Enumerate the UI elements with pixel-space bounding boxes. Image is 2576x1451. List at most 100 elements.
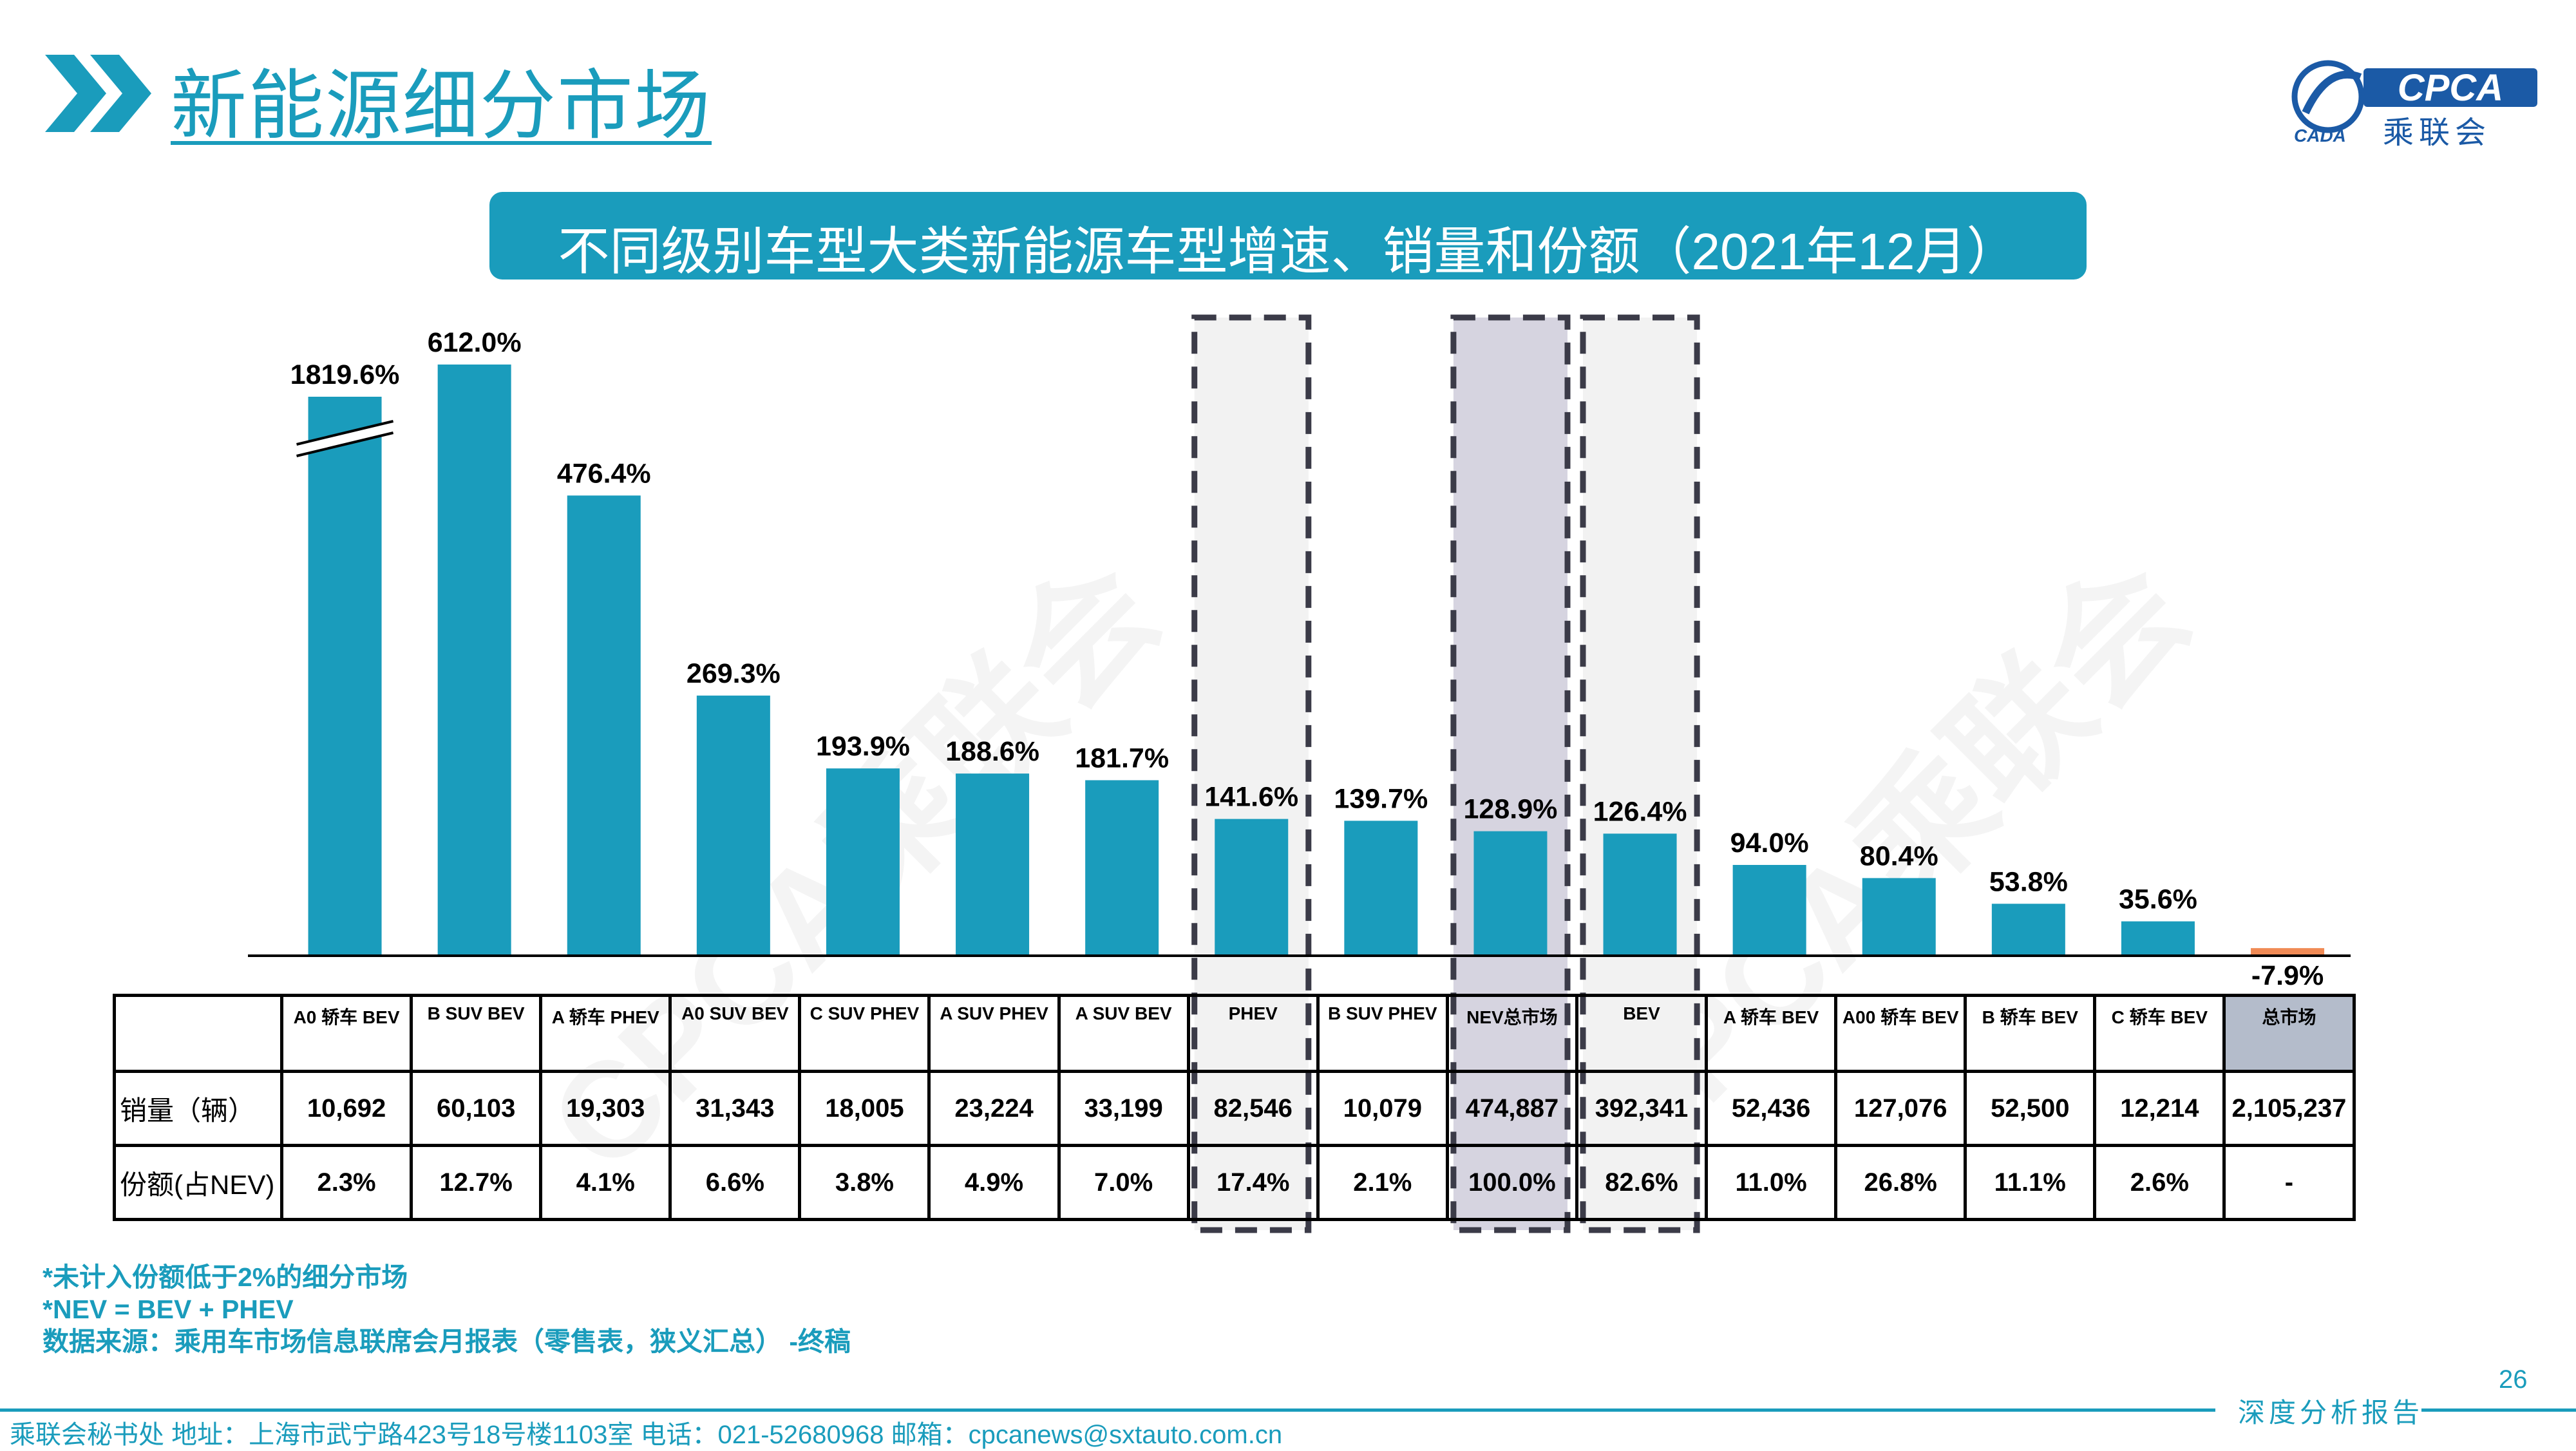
table-header-cell: 总市场: [2222, 994, 2356, 1073]
bar-3: [696, 696, 770, 956]
table-cell: 474,887: [1445, 1070, 1578, 1147]
table-cell: 392,341: [1575, 1070, 1709, 1147]
table-cell: 17.4%: [1186, 1144, 1320, 1221]
table-cell: -: [2222, 1144, 2356, 1221]
report-label: 深度分析报告: [2238, 1397, 2424, 1428]
table-cell: 18,005: [798, 1070, 931, 1147]
cpca-logo: CPCA CADA: [2291, 60, 2537, 146]
footnote-2: *NEV = BEV + PHEV: [43, 1295, 294, 1324]
table-cell: 100.0%: [1445, 1144, 1578, 1221]
bar-value-label-3: 269.3%: [687, 658, 781, 689]
table-cell: 26.8%: [1834, 1144, 1967, 1221]
bar-4: [826, 768, 900, 956]
table-cell: 11.1%: [1964, 1144, 2097, 1221]
table-header-cell: A 轿车 BEV: [1705, 994, 1838, 1073]
chart-title: 不同级别车型大类新能源车型增速、销量和份额（2021年12月）: [558, 223, 2018, 280]
bar-value-label-6: 181.7%: [1075, 743, 1169, 773]
table-cell: 11.0%: [1705, 1144, 1838, 1221]
table-cell: 23,224: [927, 1070, 1061, 1147]
bar-9: [1473, 831, 1548, 956]
table-cell: 3.8%: [798, 1144, 931, 1221]
bar-2: [567, 495, 641, 956]
bar-value-label-8: 139.7%: [1334, 783, 1428, 814]
table-header-cell: A00 轿车 BEV: [1834, 994, 1967, 1073]
table-header-cell: C 轿车 BEV: [2093, 994, 2226, 1073]
bar-value-label-14: 35.6%: [2119, 884, 2197, 915]
bar-14: [2121, 921, 2195, 956]
logo-text: 乘联会: [2383, 116, 2492, 150]
table-cell: 82.6%: [1575, 1144, 1709, 1221]
bar-8: [1344, 820, 1418, 956]
bar-11: [1732, 865, 1806, 956]
table-cell: 2.6%: [2093, 1144, 2226, 1221]
table-cell: 2,105,237: [2222, 1070, 2356, 1147]
table-row-sales: 销量（辆） 10,692 60,103 19,303 31,343 18,005 23,22…: [113, 1070, 2356, 1147]
bar-10: [1603, 833, 1677, 956]
labels-layer: 1819.6% 612.0% 476.4% 269.3% 193.9% 188.6% 181…: [290, 327, 2324, 991]
table-header-cell: A SUV PHEV: [927, 994, 1061, 1073]
table-cell: 12.7%: [410, 1144, 543, 1221]
table-header-cell: PHEV: [1186, 994, 1320, 1073]
bar-13: [1991, 904, 2065, 956]
table-cell: 52,436: [1705, 1070, 1838, 1147]
table-header-row: A0 轿车 BEV B SUV BEV A 轿车 PHEV A0 SUV BEV C S…: [113, 994, 2356, 1073]
table-cell: 10,692: [279, 1070, 413, 1147]
table-header-cell: BEV: [1575, 994, 1709, 1073]
axis-break-line-bottom: [296, 432, 394, 457]
footer-divider-right: [2421, 1408, 2576, 1412]
axis-break-layer: [295, 420, 395, 457]
axis-break-line-top: [296, 420, 394, 446]
bar-value-label-1: 612.0%: [428, 327, 522, 358]
bar-0: [308, 397, 382, 956]
table-cell: 33,199: [1057, 1070, 1190, 1147]
table-corner-cell: [113, 994, 283, 1073]
bar-value-label-15: -7.9%: [2251, 960, 2324, 991]
bar-value-label-11: 94.0%: [1730, 828, 1809, 858]
table-cell: 4.9%: [927, 1144, 1061, 1221]
bar-value-label-7: 141.6%: [1204, 782, 1298, 813]
bar-value-label-2: 476.4%: [557, 458, 651, 489]
table-header-cell: C SUV PHEV: [798, 994, 931, 1073]
table-row-label: 份额(占NEV): [113, 1144, 283, 1221]
bar-value-label-13: 53.8%: [1989, 866, 2068, 897]
table-cell: 31,343: [668, 1070, 802, 1147]
bar-value-label-4: 193.9%: [816, 731, 910, 762]
table-header-cell: A SUV BEV: [1057, 994, 1190, 1073]
table-cell: 2.1%: [1316, 1144, 1449, 1221]
footer-divider: [0, 1408, 2215, 1412]
footnotes: *未计入份额低于2%的细分市场 *NEV = BEV + PHEV 数据来源：乘…: [43, 1261, 851, 1358]
logo-sub: CADA: [2294, 126, 2346, 146]
logo-brand: CPCA: [2398, 67, 2503, 109]
bar-7: [1215, 819, 1289, 956]
table-header-cell: B SUV PHEV: [1316, 994, 1449, 1073]
table-cell: 127,076: [1834, 1070, 1967, 1147]
axis-break-gap: [295, 421, 395, 456]
table-cell: 12,214: [2093, 1070, 2226, 1147]
table-cell: 7.0%: [1057, 1144, 1190, 1221]
chevron-arrows-icon: [45, 55, 151, 132]
table-header-cell: B SUV BEV: [410, 994, 543, 1073]
table-header-cell: A0 轿车 BEV: [279, 994, 413, 1073]
table-cell: 2.3%: [279, 1144, 413, 1221]
bar-12: [1862, 878, 1936, 956]
data-table: A0 轿车 BEV B SUV BEV A 轿车 PHEV A0 SUV BEV C S…: [113, 994, 2356, 1221]
table-cell: 10,079: [1316, 1070, 1449, 1147]
bar-1: [437, 365, 511, 956]
footnote-1: *未计入份额低于2%的细分市场: [43, 1262, 408, 1292]
table-row-share: 份额(占NEV) 2.3% 12.7% 4.1% 6.6% 3.8% 4.9% 7.0% 17.…: [113, 1144, 2356, 1221]
bar-6: [1085, 780, 1159, 956]
table-header-cell: B 轿车 BEV: [1964, 994, 2097, 1073]
table-row-label: 销量（辆）: [113, 1070, 283, 1147]
bar-value-label-5: 188.6%: [945, 736, 1039, 767]
footnote-source: 数据来源：乘用车市场信息联席会月报表（零售表，狭义汇总） -终稿: [43, 1327, 851, 1356]
chart-title-banner: 不同级别车型大类新能源车型增速、销量和份额（2021年12月）: [489, 192, 2087, 280]
table-header-cell: NEV总市场: [1445, 994, 1578, 1073]
footer-contact: 乘联会秘书处 地址：上海市武宁路423号18号楼1103室 电话：021-526…: [10, 1421, 1283, 1449]
bar-value-label-0: 1819.6%: [290, 359, 400, 390]
bar-value-label-12: 80.4%: [1860, 840, 1938, 871]
table-cell: 4.1%: [539, 1144, 672, 1221]
table-cell: 19,303: [539, 1070, 672, 1147]
table-cell: 82,546: [1186, 1070, 1320, 1147]
bar-15: [2251, 948, 2325, 956]
bar-value-label-9: 128.9%: [1464, 794, 1558, 825]
